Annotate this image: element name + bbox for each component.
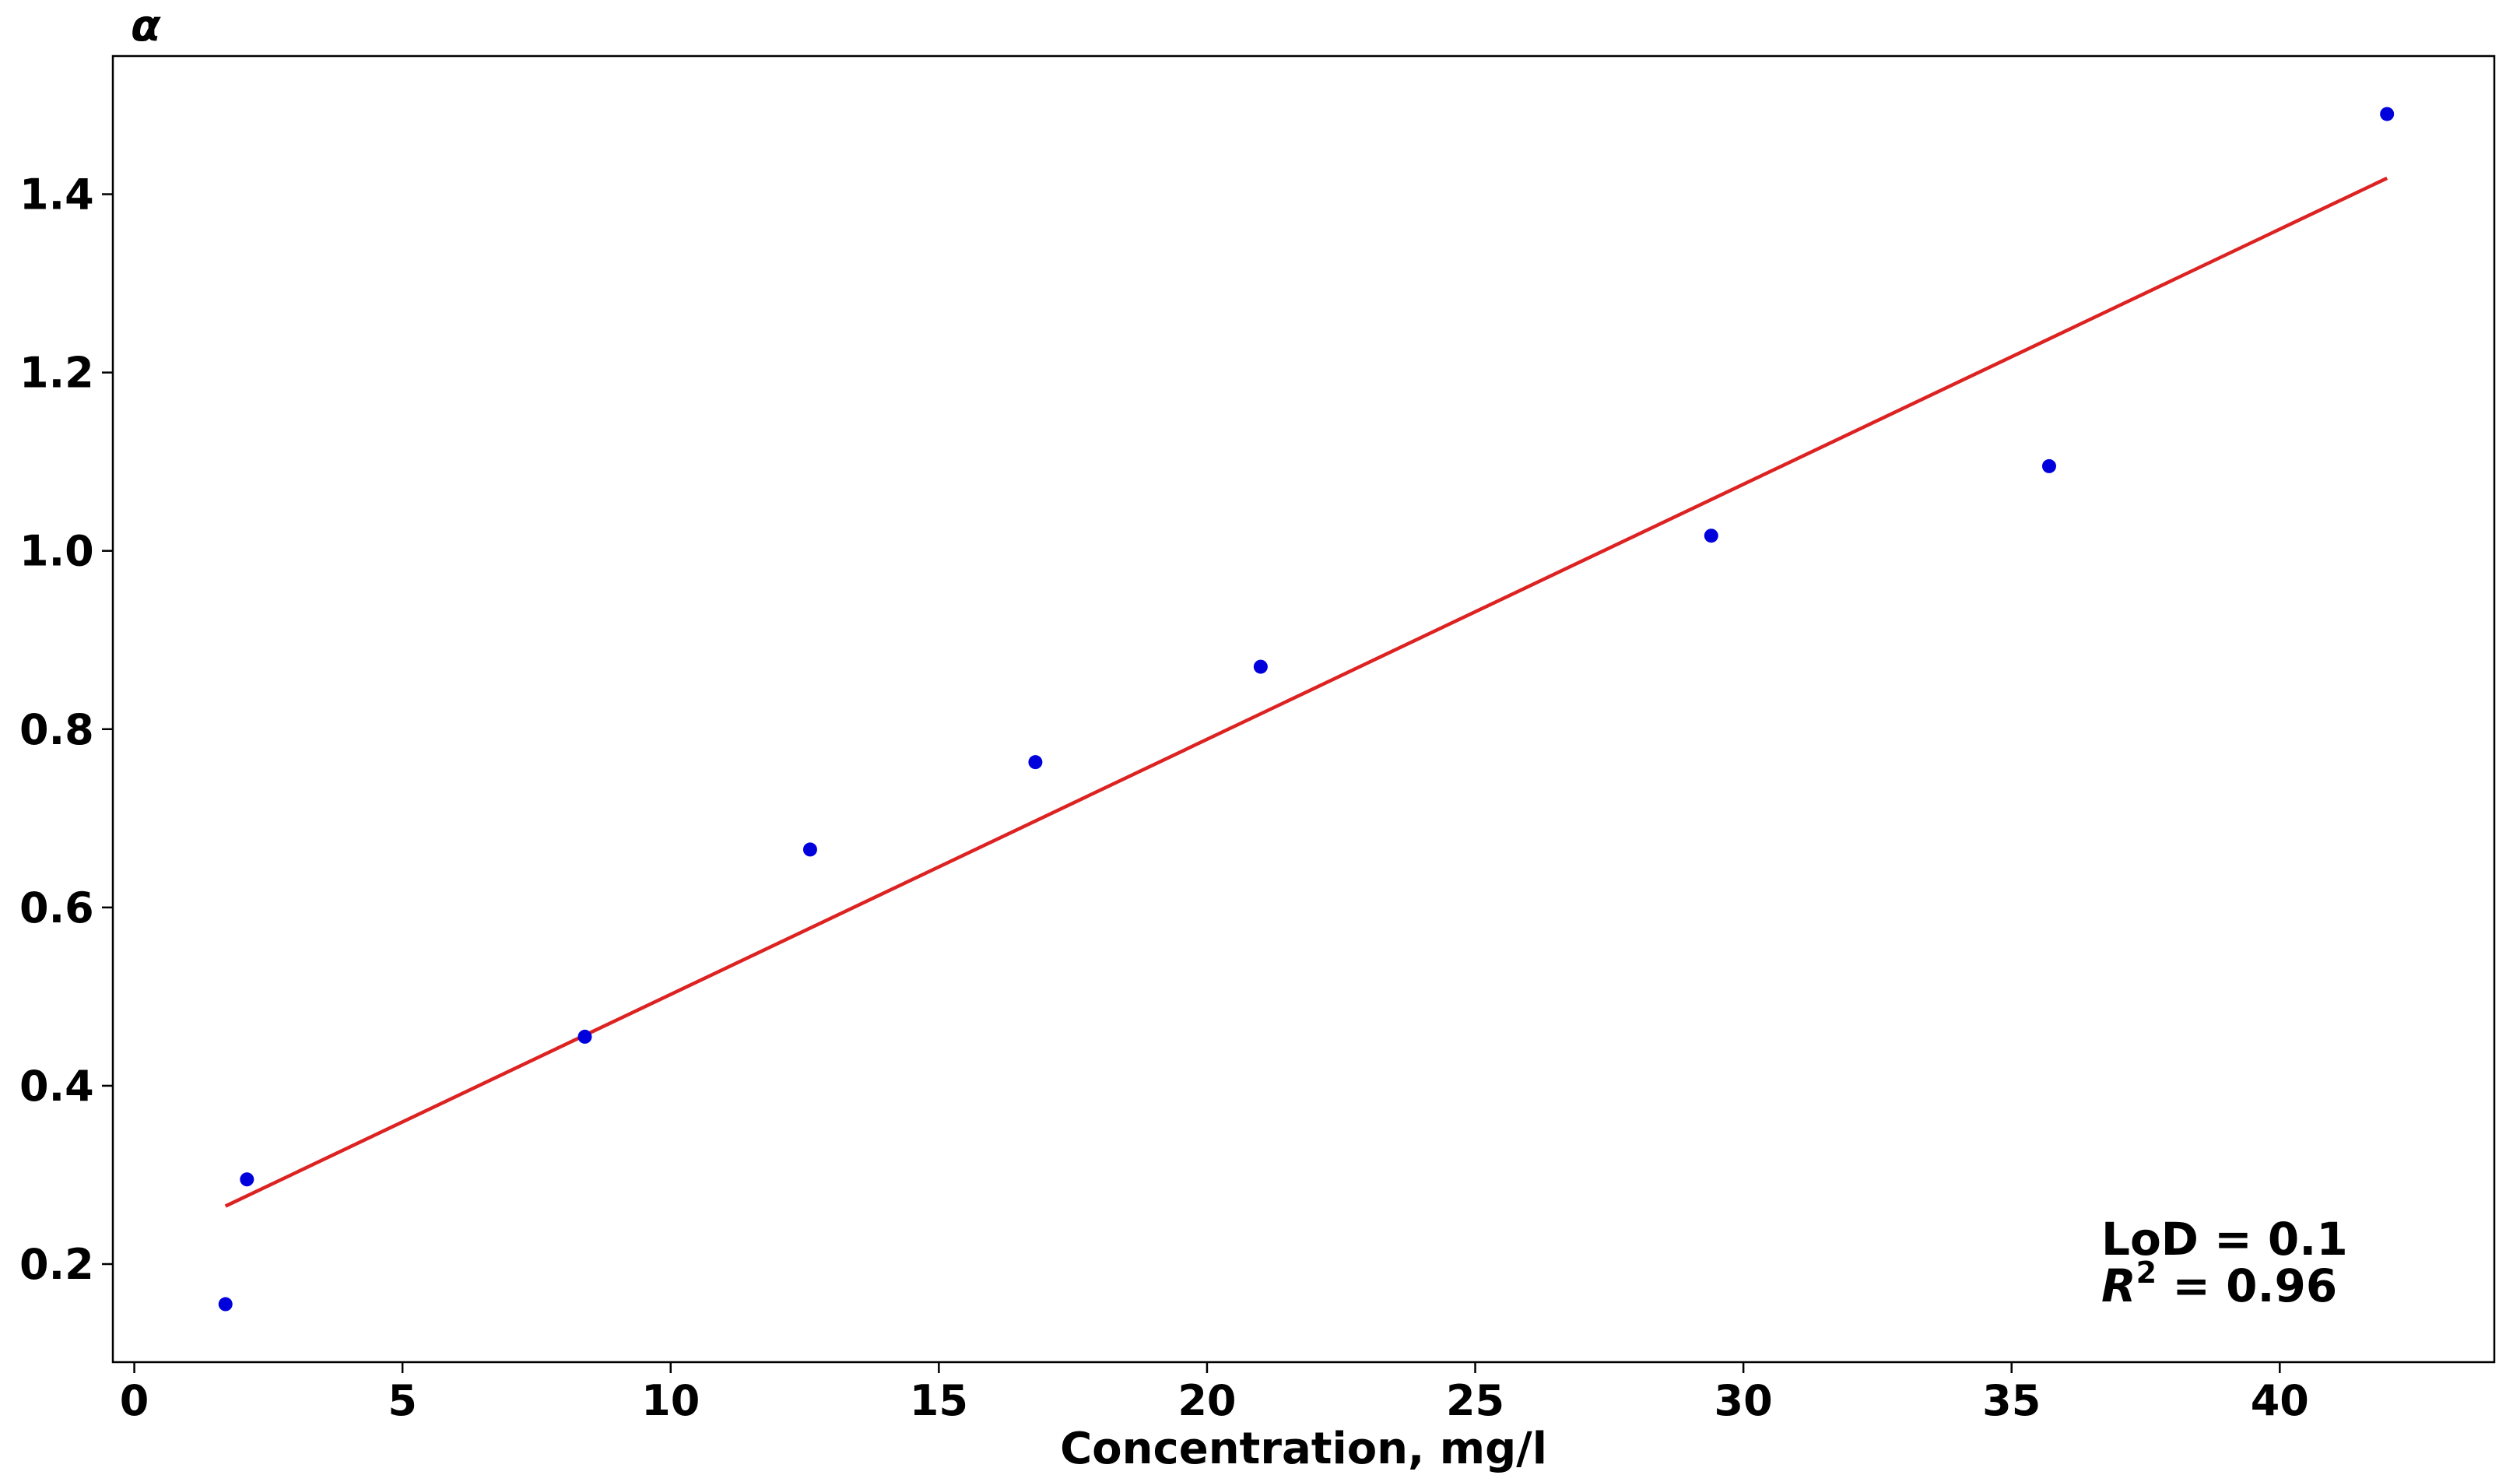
y-tick-label: 0.8 [19,705,94,754]
y-axis-label: α [131,1,161,51]
x-axis-ticks: 0 5 10 15 20 25 30 35 40 [120,1362,2309,1425]
data-point [1704,529,1718,543]
x-tick-label: 35 [1982,1376,2041,1425]
x-axis-label: Concentration, mg/l [1060,1424,1547,1474]
r2-value: = 0.96 [2157,1259,2337,1312]
data-points [218,107,2395,1312]
data-point [1253,659,1268,674]
x-tick-label: 15 [910,1376,968,1425]
data-point [802,842,817,857]
data-point [2380,107,2395,121]
plot-frame [111,54,2496,1364]
data-point [1028,755,1043,770]
x-tick-label: 5 [388,1376,417,1425]
x-tick-label: 0 [120,1376,149,1425]
data-point [218,1297,233,1312]
lod-annotation: LoD = 0.1 [2101,1213,2348,1266]
x-tick-label: 20 [1178,1376,1236,1425]
r2-symbol: R [2101,1259,2136,1312]
x-tick-label: 25 [1446,1376,1504,1425]
r2-exponent: 2 [2136,1256,2157,1290]
y-tick-label: 1.4 [19,170,94,219]
y-axis-ticks: 0.2 0.4 0.6 0.8 1.0 1.2 1.4 [19,170,113,1289]
y-tick-label: 0.6 [19,883,94,932]
y-tick-label: 1.0 [19,527,94,576]
y-tick-label: 0.2 [19,1240,94,1289]
data-point [2041,458,2056,473]
data-point [240,1172,254,1187]
x-tick-label: 10 [641,1376,700,1425]
data-point [577,1029,592,1044]
y-tick-label: 1.2 [19,349,94,398]
x-tick-label: 30 [1715,1376,1773,1425]
x-tick-label: 40 [2251,1376,2309,1425]
r2-annotation: R2 = 0.96 [2101,1256,2337,1312]
fit-line [224,176,2388,1208]
y-tick-label: 0.4 [19,1062,94,1111]
